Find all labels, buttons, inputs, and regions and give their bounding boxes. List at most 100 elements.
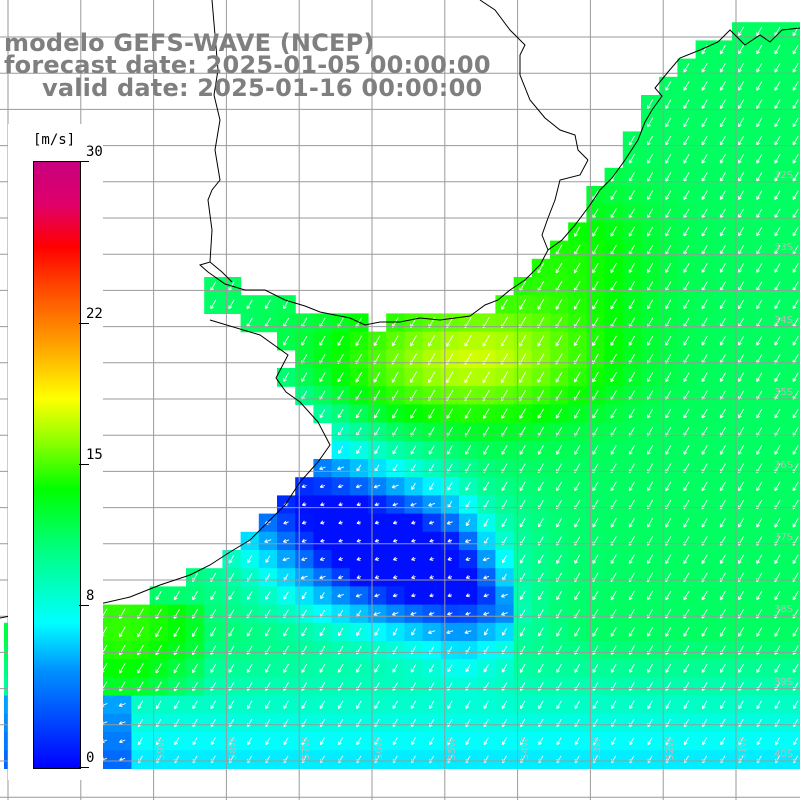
wind-cell [786, 386, 800, 405]
wind-arrow [719, 226, 726, 237]
wind-arrow [446, 445, 453, 455]
wind-arrow [337, 335, 344, 346]
wind-arrow [592, 481, 599, 492]
wind-arrow [391, 371, 399, 383]
wind-arrow [628, 627, 635, 637]
wind-arrow [774, 62, 781, 73]
wind-arrow [720, 700, 726, 710]
wind-arrow [756, 99, 763, 109]
wind-arrow [118, 626, 126, 638]
wind-arrow [429, 482, 435, 491]
wind-arrow [210, 700, 216, 710]
wind-arrow [483, 700, 489, 709]
latitude-label: 35S [774, 387, 794, 399]
wind-arrow [210, 590, 217, 601]
wind-arrow [410, 664, 417, 673]
wind-arrow [519, 700, 526, 709]
wind-arrow [592, 335, 599, 347]
wind-arrow [774, 663, 781, 673]
wind-arrow [428, 520, 435, 525]
wind-arrow [409, 335, 417, 347]
wind-cell [440, 349, 460, 369]
country-border [479, 0, 589, 161]
wind-arrow [501, 664, 508, 673]
wind-arrow [155, 608, 162, 619]
wind-arrow [719, 627, 726, 637]
wind-arrow [774, 481, 781, 492]
wind-arrow [738, 554, 745, 564]
wind-arrow [447, 538, 453, 543]
wind-arrow [264, 627, 271, 637]
wind-arrow [701, 135, 708, 146]
wind-arrow [356, 538, 362, 543]
wind-arrow [137, 737, 143, 746]
wind-arrow [756, 663, 763, 673]
wind-arrow [174, 737, 180, 746]
wind-arrow [665, 117, 672, 128]
wind-cell [786, 76, 800, 96]
latitude-label: 36S [774, 459, 794, 471]
wind-arrow [647, 627, 654, 637]
wind-arrow [537, 445, 544, 455]
wind-arrow [738, 44, 745, 55]
wind-arrow [738, 99, 745, 109]
wind-arrow [538, 663, 544, 673]
wind-arrow [610, 700, 617, 710]
wind-arrow [119, 663, 126, 674]
wind-arrow [519, 445, 526, 455]
wind-arrow [301, 737, 307, 746]
wind-arrow [355, 335, 363, 347]
wind-arrow [738, 117, 745, 128]
wind-arrow [119, 739, 126, 744]
wind-arrow [391, 335, 399, 347]
wind-arrow [392, 445, 399, 455]
wind-arrow [228, 663, 235, 673]
wind-cell [786, 313, 800, 333]
wind-cell [786, 295, 800, 314]
wind-arrow [756, 81, 763, 91]
wind-arrow [447, 593, 453, 598]
wind-arrow [665, 172, 672, 182]
wind-arrow [774, 172, 781, 182]
wind-arrow [683, 117, 690, 128]
longitude-label: 57W [301, 737, 313, 760]
wind-arrow [792, 445, 799, 455]
wind-arrow [792, 190, 799, 200]
wind-arrow [665, 445, 672, 455]
wind-arrow [428, 371, 436, 383]
wind-arrow [192, 737, 198, 746]
wind-arrow [719, 153, 726, 164]
wind-arrow [792, 517, 799, 528]
wind-arrow [793, 737, 799, 746]
wind-arrow [719, 172, 726, 182]
wind-arrow [647, 153, 654, 164]
wind-arrow [719, 44, 726, 55]
wind-arrow [792, 372, 799, 382]
wind-arrow [374, 700, 380, 709]
wind-arrow [191, 626, 199, 637]
wind-cell [786, 659, 800, 678]
wind-arrow [574, 518, 581, 528]
wind-cell [786, 204, 800, 223]
wind-arrow [665, 299, 672, 310]
wind-arrow [628, 554, 635, 564]
wind-arrow [556, 445, 563, 455]
wind-arrow [429, 700, 435, 709]
wind-cell [786, 331, 800, 351]
wind-arrow [301, 538, 307, 543]
wind-arrow [792, 226, 799, 237]
wind-speed-field [4, 22, 800, 769]
wind-arrow [738, 737, 744, 746]
wind-cell [786, 477, 800, 496]
wind-arrow [774, 226, 781, 237]
wind-arrow [683, 190, 690, 200]
wind-arrow [556, 518, 562, 528]
wind-arrow [392, 408, 399, 419]
wind-arrow [556, 481, 563, 492]
wind-arrow [756, 44, 763, 55]
wind-arrow [319, 484, 326, 489]
wind-cell [786, 677, 800, 697]
wind-arrow [283, 520, 289, 525]
wind-arrow [738, 481, 745, 492]
wind-arrow [519, 627, 526, 637]
